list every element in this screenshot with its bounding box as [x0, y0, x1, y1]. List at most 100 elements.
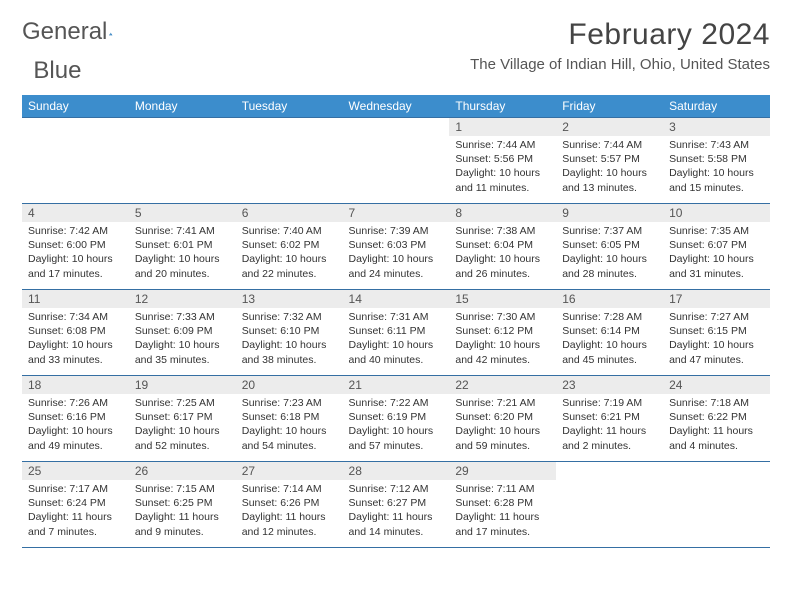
weekday-header: Tuesday	[236, 95, 343, 118]
calendar-day: 18Sunrise: 7:26 AMSunset: 6:16 PMDayligh…	[22, 376, 129, 462]
calendar-day-empty: ..	[343, 118, 450, 204]
location-text: The Village of Indian Hill, Ohio, United…	[470, 56, 770, 73]
day-details: Sunrise: 7:15 AMSunset: 6:25 PMDaylight:…	[129, 480, 236, 543]
calendar-day-empty: ..	[663, 462, 770, 548]
month-title: February 2024	[470, 18, 770, 52]
day-number: 19	[129, 376, 236, 394]
calendar-day: 2Sunrise: 7:44 AMSunset: 5:57 PMDaylight…	[556, 118, 663, 204]
day-details: Sunrise: 7:41 AMSunset: 6:01 PMDaylight:…	[129, 222, 236, 285]
calendar-day: 29Sunrise: 7:11 AMSunset: 6:28 PMDayligh…	[449, 462, 556, 548]
day-number: 21	[343, 376, 450, 394]
brand-word2: Blue	[33, 57, 81, 85]
day-details: Sunrise: 7:38 AMSunset: 6:04 PMDaylight:…	[449, 222, 556, 285]
day-number: 11	[22, 290, 129, 308]
day-details: Sunrise: 7:33 AMSunset: 6:09 PMDaylight:…	[129, 308, 236, 371]
day-number: 28	[343, 462, 450, 480]
day-details: Sunrise: 7:44 AMSunset: 5:57 PMDaylight:…	[556, 136, 663, 199]
day-number: 8	[449, 204, 556, 222]
weekday-header: Monday	[129, 95, 236, 118]
day-number: 22	[449, 376, 556, 394]
day-number: 1	[449, 118, 556, 136]
calendar-day: 23Sunrise: 7:19 AMSunset: 6:21 PMDayligh…	[556, 376, 663, 462]
day-number: 9	[556, 204, 663, 222]
calendar-row: 11Sunrise: 7:34 AMSunset: 6:08 PMDayligh…	[22, 290, 770, 376]
day-details: Sunrise: 7:17 AMSunset: 6:24 PMDaylight:…	[22, 480, 129, 543]
sail-icon	[109, 25, 113, 43]
calendar-day: 27Sunrise: 7:14 AMSunset: 6:26 PMDayligh…	[236, 462, 343, 548]
calendar-day: 7Sunrise: 7:39 AMSunset: 6:03 PMDaylight…	[343, 204, 450, 290]
calendar-day: 11Sunrise: 7:34 AMSunset: 6:08 PMDayligh…	[22, 290, 129, 376]
calendar-day: 9Sunrise: 7:37 AMSunset: 6:05 PMDaylight…	[556, 204, 663, 290]
day-details: Sunrise: 7:40 AMSunset: 6:02 PMDaylight:…	[236, 222, 343, 285]
day-details: Sunrise: 7:44 AMSunset: 5:56 PMDaylight:…	[449, 136, 556, 199]
day-number: 26	[129, 462, 236, 480]
calendar-day: 6Sunrise: 7:40 AMSunset: 6:02 PMDaylight…	[236, 204, 343, 290]
day-details: Sunrise: 7:23 AMSunset: 6:18 PMDaylight:…	[236, 394, 343, 457]
calendar-day-empty: ..	[22, 118, 129, 204]
day-details: Sunrise: 7:39 AMSunset: 6:03 PMDaylight:…	[343, 222, 450, 285]
weekday-header: Friday	[556, 95, 663, 118]
calendar-day: 12Sunrise: 7:33 AMSunset: 6:09 PMDayligh…	[129, 290, 236, 376]
day-number: 7	[343, 204, 450, 222]
day-number: 29	[449, 462, 556, 480]
day-details: Sunrise: 7:37 AMSunset: 6:05 PMDaylight:…	[556, 222, 663, 285]
calendar-table: SundayMondayTuesdayWednesdayThursdayFrid…	[22, 95, 770, 548]
brand-logo: General	[22, 18, 133, 46]
day-details: Sunrise: 7:18 AMSunset: 6:22 PMDaylight:…	[663, 394, 770, 457]
day-number: 3	[663, 118, 770, 136]
calendar-row: ........1Sunrise: 7:44 AMSunset: 5:56 PM…	[22, 118, 770, 204]
day-number: 10	[663, 204, 770, 222]
day-details: Sunrise: 7:22 AMSunset: 6:19 PMDaylight:…	[343, 394, 450, 457]
day-details: Sunrise: 7:19 AMSunset: 6:21 PMDaylight:…	[556, 394, 663, 457]
calendar-day: 3Sunrise: 7:43 AMSunset: 5:58 PMDaylight…	[663, 118, 770, 204]
calendar-row: 4Sunrise: 7:42 AMSunset: 6:00 PMDaylight…	[22, 204, 770, 290]
day-number: 24	[663, 376, 770, 394]
weekday-header: Sunday	[22, 95, 129, 118]
calendar-day: 24Sunrise: 7:18 AMSunset: 6:22 PMDayligh…	[663, 376, 770, 462]
calendar-body: ........1Sunrise: 7:44 AMSunset: 5:56 PM…	[22, 118, 770, 548]
day-number: 2	[556, 118, 663, 136]
calendar-day: 17Sunrise: 7:27 AMSunset: 6:15 PMDayligh…	[663, 290, 770, 376]
day-details: Sunrise: 7:12 AMSunset: 6:27 PMDaylight:…	[343, 480, 450, 543]
day-number: 15	[449, 290, 556, 308]
day-number: 14	[343, 290, 450, 308]
day-details: Sunrise: 7:11 AMSunset: 6:28 PMDaylight:…	[449, 480, 556, 543]
day-number: 13	[236, 290, 343, 308]
calendar-day: 1Sunrise: 7:44 AMSunset: 5:56 PMDaylight…	[449, 118, 556, 204]
calendar-day: 4Sunrise: 7:42 AMSunset: 6:00 PMDaylight…	[22, 204, 129, 290]
calendar-day: 28Sunrise: 7:12 AMSunset: 6:27 PMDayligh…	[343, 462, 450, 548]
day-details: Sunrise: 7:25 AMSunset: 6:17 PMDaylight:…	[129, 394, 236, 457]
day-number: 12	[129, 290, 236, 308]
calendar-day: 25Sunrise: 7:17 AMSunset: 6:24 PMDayligh…	[22, 462, 129, 548]
day-number: 5	[129, 204, 236, 222]
calendar-day-empty: ..	[129, 118, 236, 204]
day-details: Sunrise: 7:43 AMSunset: 5:58 PMDaylight:…	[663, 136, 770, 199]
day-number: 18	[22, 376, 129, 394]
weekday-header: Thursday	[449, 95, 556, 118]
day-details: Sunrise: 7:34 AMSunset: 6:08 PMDaylight:…	[22, 308, 129, 371]
calendar-day: 10Sunrise: 7:35 AMSunset: 6:07 PMDayligh…	[663, 204, 770, 290]
day-details: Sunrise: 7:42 AMSunset: 6:00 PMDaylight:…	[22, 222, 129, 285]
day-number: 27	[236, 462, 343, 480]
calendar-day: 19Sunrise: 7:25 AMSunset: 6:17 PMDayligh…	[129, 376, 236, 462]
day-number: 16	[556, 290, 663, 308]
calendar-day-empty: ..	[556, 462, 663, 548]
calendar-day-empty: ..	[236, 118, 343, 204]
day-details: Sunrise: 7:35 AMSunset: 6:07 PMDaylight:…	[663, 222, 770, 285]
calendar-header-row: SundayMondayTuesdayWednesdayThursdayFrid…	[22, 95, 770, 118]
calendar-day: 16Sunrise: 7:28 AMSunset: 6:14 PMDayligh…	[556, 290, 663, 376]
day-number: 25	[22, 462, 129, 480]
day-details: Sunrise: 7:14 AMSunset: 6:26 PMDaylight:…	[236, 480, 343, 543]
weekday-header: Saturday	[663, 95, 770, 118]
brand-word1: General	[22, 18, 107, 46]
calendar-day: 14Sunrise: 7:31 AMSunset: 6:11 PMDayligh…	[343, 290, 450, 376]
calendar-day: 5Sunrise: 7:41 AMSunset: 6:01 PMDaylight…	[129, 204, 236, 290]
day-details: Sunrise: 7:31 AMSunset: 6:11 PMDaylight:…	[343, 308, 450, 371]
day-details: Sunrise: 7:27 AMSunset: 6:15 PMDaylight:…	[663, 308, 770, 371]
day-details: Sunrise: 7:28 AMSunset: 6:14 PMDaylight:…	[556, 308, 663, 371]
day-details: Sunrise: 7:26 AMSunset: 6:16 PMDaylight:…	[22, 394, 129, 457]
day-number: 6	[236, 204, 343, 222]
day-number: 17	[663, 290, 770, 308]
calendar-day: 15Sunrise: 7:30 AMSunset: 6:12 PMDayligh…	[449, 290, 556, 376]
day-number: 4	[22, 204, 129, 222]
